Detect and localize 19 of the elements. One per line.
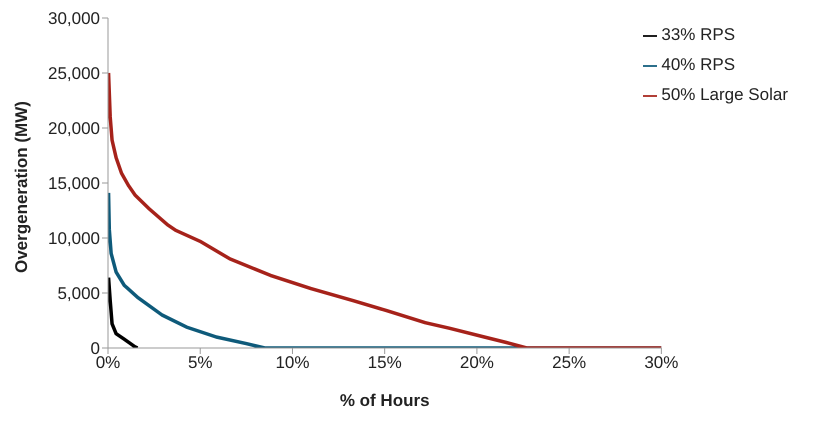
legend-label: 40% RPS	[661, 55, 736, 74]
legend-label: 50% Large Solar	[661, 85, 788, 104]
legend-label: 33% RPS	[661, 25, 736, 44]
x-tick-label: 30%	[644, 353, 678, 372]
x-tick-label: 20%	[460, 353, 494, 372]
y-tick-label: 10,000	[48, 229, 100, 248]
y-tick-label: 30,000	[48, 9, 100, 28]
x-tick-label: 5%	[188, 353, 213, 372]
x-axis-title: % of Hours	[340, 391, 430, 410]
x-tick-label: 10%	[275, 353, 310, 372]
y-tick-label: 5,000	[57, 284, 100, 304]
y-tick-label: 15,000	[48, 174, 100, 194]
y-axis-title: Overgeneration (MW)	[12, 101, 32, 273]
line-series	[108, 276, 140, 348]
x-tick-label: 15%	[368, 353, 402, 372]
y-tick-label: 25,000	[48, 64, 100, 84]
x-tick-label: 0%	[96, 353, 120, 372]
x-tick-label: 25%	[552, 353, 586, 372]
y-tick-label: 20,000	[48, 119, 100, 138]
